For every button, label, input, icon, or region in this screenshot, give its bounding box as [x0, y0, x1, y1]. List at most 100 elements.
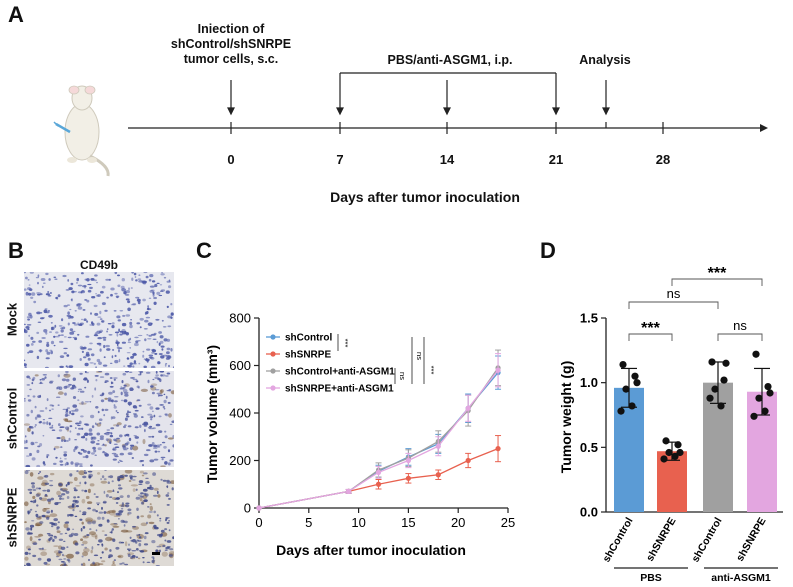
nucleus [82, 456, 86, 458]
nucleus [63, 439, 67, 442]
nucleus [26, 413, 30, 417]
nucleus [112, 390, 116, 394]
nucleus [73, 533, 79, 536]
nucleus [25, 291, 29, 296]
c-xtick-label: 10 [351, 515, 365, 530]
nucleus [167, 401, 171, 404]
nucleus [35, 487, 39, 490]
nucleus [64, 458, 67, 460]
nucleus [34, 510, 37, 513]
nucleus [74, 337, 78, 341]
nucleus [145, 316, 151, 319]
nucleus [68, 287, 73, 291]
nucleus [93, 279, 98, 282]
nucleus [49, 426, 54, 429]
nucleus [158, 342, 161, 346]
nucleus [129, 347, 131, 349]
stain-spot [104, 397, 108, 400]
nucleus [81, 544, 85, 546]
timeline-tick: 14 [439, 152, 455, 167]
nucleus [135, 556, 139, 559]
nucleus [154, 389, 160, 391]
nucleus [152, 378, 155, 381]
nucleus [85, 351, 90, 356]
nucleus [140, 492, 144, 495]
timeline-tick: 0 [227, 152, 235, 167]
nucleus [44, 482, 50, 485]
nucleus [165, 494, 170, 497]
nucleus [132, 475, 137, 478]
nucleus [62, 408, 67, 410]
nucleus [116, 315, 121, 319]
nucleus [46, 533, 51, 535]
timeline-xlabel: Days after tumor inoculation [330, 189, 520, 205]
nucleus [97, 516, 101, 520]
nucleus [143, 499, 148, 502]
nucleus [102, 336, 107, 339]
panel-b-label: B [8, 238, 24, 263]
d-data-point [706, 394, 714, 402]
nucleus [25, 326, 30, 329]
stain-spot [112, 525, 120, 528]
nucleus [150, 415, 154, 419]
nucleus [65, 461, 69, 466]
nucleus [26, 375, 30, 379]
nucleus [165, 518, 167, 522]
nucleus [65, 484, 68, 487]
nucleus [42, 421, 46, 425]
nucleus [105, 278, 110, 281]
nucleus [32, 554, 37, 558]
nucleus [46, 516, 50, 520]
nucleus [110, 381, 113, 385]
stain-spot [101, 530, 105, 532]
nucleus [72, 322, 76, 324]
nucleus [91, 425, 95, 429]
stain-spot [63, 373, 71, 378]
nucleus [117, 319, 122, 322]
nucleus [142, 464, 144, 467]
d-bar-group-3 [747, 350, 777, 512]
nucleus [117, 478, 121, 482]
nucleus [95, 442, 100, 446]
c-sig-label: *** [427, 366, 436, 375]
nucleus [142, 354, 145, 358]
nucleus [137, 374, 142, 376]
nucleus [116, 333, 119, 337]
nucleus [147, 322, 153, 326]
nucleus [103, 414, 106, 417]
nucleus [120, 285, 125, 289]
nucleus [87, 450, 91, 454]
nucleus [59, 340, 64, 343]
d-data-point [755, 394, 763, 402]
nucleus [159, 284, 163, 286]
nucleus [47, 498, 52, 502]
nucleus [42, 419, 46, 421]
d-data-point [674, 441, 682, 449]
nucleus [168, 529, 171, 532]
panel-d-label: D [540, 238, 556, 263]
nucleus [133, 360, 137, 364]
stain-spot [140, 388, 148, 392]
nucleus [79, 465, 83, 467]
nucleus [60, 488, 63, 491]
stain-spot [111, 509, 116, 514]
nucleus [127, 511, 132, 515]
nucleus [29, 388, 32, 391]
nucleus [117, 274, 120, 277]
nucleus [114, 272, 118, 275]
nucleus [80, 527, 83, 532]
nucleus [108, 391, 113, 395]
nucleus [63, 540, 66, 542]
nucleus [101, 543, 104, 547]
stain-spot [80, 538, 84, 541]
nucleus [131, 272, 134, 274]
nucleus [73, 448, 76, 453]
d-ytick-label: 1.5 [580, 311, 598, 326]
nucleus [80, 563, 83, 566]
nucleus [154, 376, 159, 380]
stain-spot [161, 551, 168, 557]
nucleus [53, 344, 56, 347]
nucleus [152, 293, 155, 297]
nucleus [106, 330, 108, 333]
nucleus [85, 455, 89, 459]
